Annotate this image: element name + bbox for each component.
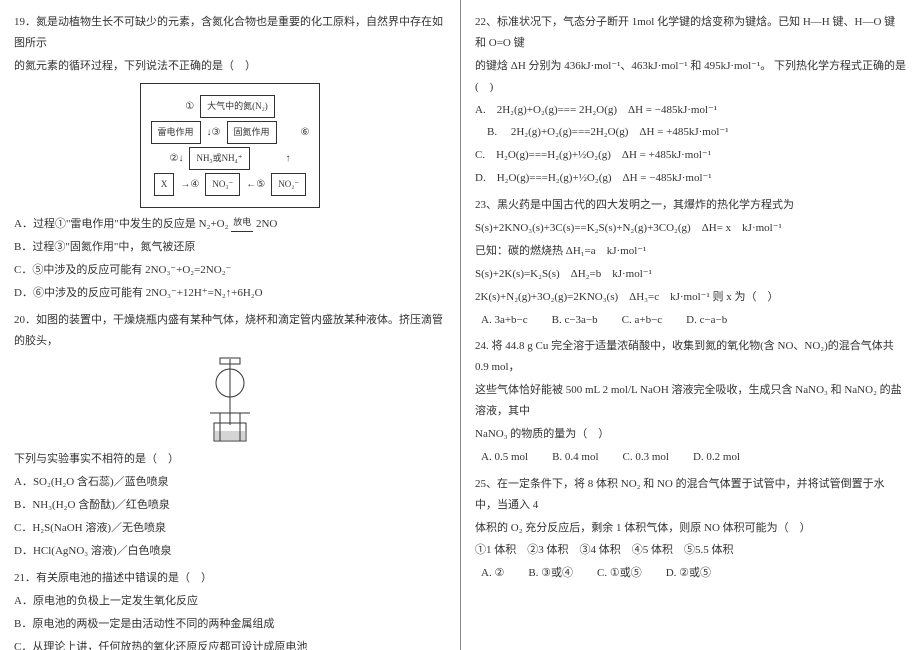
q22-opt-b: B. 2H₂(g)+O₂(g)===2H₂O(g) ΔH = +485kJ·mo… <box>487 122 906 143</box>
q22-opt-c: C. H₂O(g)===H₂(g)+½O₂(g) ΔH = +485kJ·mol… <box>475 145 906 166</box>
q24-stem-1: 24. 将 44.8 g Cu 完全溶于适量浓硝酸中，收集到氮的氧化物(含 NO… <box>475 336 906 378</box>
q24-stem-3: NaNO₃ 的物质的量为（ ） <box>475 424 906 445</box>
q22-opt-a: A. 2H₂(g)+O₂(g)=== 2H₂O(g) ΔH = −485kJ·m… <box>475 100 906 121</box>
q25-opts-list: ①1 体积 ②3 体积 ③4 体积 ④5 体积 ⑤5.5 体积 <box>475 540 906 561</box>
q19-a-tail: 2NO <box>256 218 277 230</box>
q19-opt-b: B．过程③"固氮作用"中，氮气被还原 <box>14 237 446 258</box>
num-6: ⑥ <box>301 123 310 142</box>
q21-stem: 21．有关原电池的描述中错误的是（ ） <box>14 568 446 589</box>
q24-stem-2: 这些气体恰好能被 500 mL 2 mol/L NaOH 溶液完全吸收，生成只含… <box>475 380 906 422</box>
question-21: 21．有关原电池的描述中错误的是（ ） A．原电池的负极上一定发生氧化反应 B．… <box>14 568 446 650</box>
q25-opt-c: C. ①或⑤ <box>597 563 642 584</box>
question-19: 19．氮是动植物生长不可缺少的元素，含氮化合物也是重要的化工原料，自然界中存在如… <box>14 12 446 304</box>
up-arrow-icon: ↑ <box>286 149 291 168</box>
q23-options-row: A. 3a+b−c B. c−3a−b C. a+b−c D. c−a−b <box>481 310 906 331</box>
q19-a-arrow: 放电 <box>231 214 253 232</box>
q24-opt-b: B. 0.4 mol <box>552 447 598 468</box>
q24-opt-a: A. 0.5 mol <box>481 447 528 468</box>
node-no3: NO₃⁻ <box>205 173 240 196</box>
node-fixation: 固氮作用 <box>227 121 277 144</box>
q20-stem-2: 下列与实验事实不相符的是（ ） <box>14 449 446 470</box>
q25-opt-b: B. ③或④ <box>528 563 573 584</box>
q19-stem-2: 的氮元素的循环过程，下列说法不正确的是（ ） <box>14 56 446 77</box>
question-24: 24. 将 44.8 g Cu 完全溶于适量浓硝酸中，收集到氮的氧化物(含 NO… <box>475 336 906 467</box>
q23-opt-b: B. c−3a−b <box>552 310 598 331</box>
right-column: 22、标准状况下，气态分子断开 1mol 化学键的焓变称为键焓。已知 H—H 键… <box>460 0 920 650</box>
q24-options-row: A. 0.5 mol B. 0.4 mol C. 0.3 mol D. 0.2 … <box>481 447 906 468</box>
q24-opt-d: D. 0.2 mol <box>693 447 740 468</box>
num-1: ① <box>185 97 194 116</box>
q25-options-row: A. ② B. ③或④ C. ①或⑤ D. ②或⑤ <box>481 563 906 584</box>
q23-opt-d: D. c−a−b <box>686 310 727 331</box>
q20-opt-b: B．NH₃(H₂O 含酚酞)／红色喷泉 <box>14 495 446 516</box>
right-arrow-icon: →④ <box>180 175 199 194</box>
q23-stem-2: S(s)+2KNO₃(s)+3C(s)==K₂S(s)+N₂(g)+3CO₂(g… <box>475 218 906 239</box>
q19-diagram: ① 大气中的氮(N₂) 雷电作用 ↓③ 固氮作用 ⑥ ②↓ NH₃或NH₄⁺ ↑… <box>14 83 446 208</box>
node-lightning: 雷电作用 <box>151 121 201 144</box>
q19-opt-c: C．⑤中涉及的反应可能有 2NO₃⁻+O₂=2NO₂⁻ <box>14 260 446 281</box>
diagram-container: ① 大气中的氮(N₂) 雷电作用 ↓③ 固氮作用 ⑥ ②↓ NH₃或NH₄⁺ ↑… <box>140 83 321 208</box>
q25-opt-a: A. ② <box>481 563 504 584</box>
left-arrow-icon: ←⑤ <box>246 175 265 194</box>
question-25: 25、在一定条件下，将 8 体积 NO₂ 和 NO 的混合气体置于试管中，并将试… <box>475 474 906 584</box>
q24-opt-c: C. 0.3 mol <box>623 447 669 468</box>
apparatus-icon <box>200 355 260 445</box>
node-no2: NO₂⁻ <box>271 173 306 196</box>
q22-stem-1: 22、标准状况下，气态分子断开 1mol 化学键的焓变称为键焓。已知 H—H 键… <box>475 12 906 54</box>
question-20: 20．如图的装置中，干燥烧瓶内盛有某种气体，烧杯和滴定管内盛放某种液体。挤压滴管… <box>14 310 446 562</box>
q20-opt-c: C．H₂S(NaOH 溶液)／无色喷泉 <box>14 518 446 539</box>
q23-stem-1: 23、黑火药是中国古代的四大发明之一，其爆炸的热化学方程式为 <box>475 195 906 216</box>
left-column: 19．氮是动植物生长不可缺少的元素，含氮化合物也是重要的化工原料，自然界中存在如… <box>0 0 460 650</box>
q21-opt-c: C．从理论上讲，任何放热的氧化还原反应都可设计成原电池 <box>14 637 446 650</box>
q19-stem-1: 19．氮是动植物生长不可缺少的元素，含氮化合物也是重要的化工原料，自然界中存在如… <box>14 12 446 54</box>
q19-a-text: A．过程①"雷电作用"中发生的反应是 N₂+O₂ <box>14 218 228 230</box>
q25-stem-2: 体积的 O₂ 充分反应后，剩余 1 体积气体，则原 NO 体积可能为（ ） <box>475 518 906 539</box>
q23-opt-a: A. 3a+b−c <box>481 310 528 331</box>
q23-known-3: 2K(s)+N₂(g)+3O₂(g)=2KNO₃(s) ΔH₃=c kJ·mol… <box>475 287 906 308</box>
node-atmos-n2: 大气中的氮(N₂) <box>200 95 275 118</box>
question-22: 22、标准状况下，气态分子断开 1mol 化学键的焓变称为键焓。已知 H—H 键… <box>475 12 906 189</box>
q25-opt-d: D. ②或⑤ <box>666 563 711 584</box>
q25-stem-1: 25、在一定条件下，将 8 体积 NO₂ 和 NO 的混合气体置于试管中，并将试… <box>475 474 906 516</box>
q19-opt-d: D．⑥中涉及的反应可能有 2NO₃⁻+12H⁺=N₂↑+6H₂O <box>14 283 446 304</box>
q20-opt-d: D．HCl(AgNO₃ 溶液)／白色喷泉 <box>14 541 446 562</box>
q21-opt-a: A．原电池的负极上一定发生氧化反应 <box>14 591 446 612</box>
q19-opt-a: A．过程①"雷电作用"中发生的反应是 N₂+O₂ 放电 2NO <box>14 214 446 235</box>
down-arrow-icon: ↓③ <box>207 123 221 142</box>
q21-opt-b: B．原电池的两极一定是由活动性不同的两种金属组成 <box>14 614 446 635</box>
q20-stem-1: 20．如图的装置中，干燥烧瓶内盛有某种气体，烧杯和滴定管内盛放某种液体。挤压滴管… <box>14 310 446 352</box>
question-23: 23、黑火药是中国古代的四大发明之一，其爆炸的热化学方程式为 S(s)+2KNO… <box>475 195 906 330</box>
num-2: ②↓ <box>170 149 184 168</box>
node-nh3: NH₃或NH₄⁺ <box>189 147 249 170</box>
q23-known-1: 已知：碳的燃烧热 ΔH₁=a kJ·mol⁻¹ <box>475 241 906 262</box>
q23-known-2: S(s)+2K(s)=K₂S(s) ΔH₂=b kJ·mol⁻¹ <box>475 264 906 285</box>
q22-opt-d: D. H₂O(g)===H₂(g)+½O₂(g) ΔH = −485kJ·mol… <box>475 168 906 189</box>
node-x: X <box>154 173 175 196</box>
q23-opt-c: C. a+b−c <box>622 310 663 331</box>
q22-stem-2: 的键焓 ΔH 分别为 436kJ·mol⁻¹、463kJ·mol⁻¹ 和 495… <box>475 56 906 98</box>
q20-opt-a: A．SO₂(H₂O 含石蕊)／蓝色喷泉 <box>14 472 446 493</box>
